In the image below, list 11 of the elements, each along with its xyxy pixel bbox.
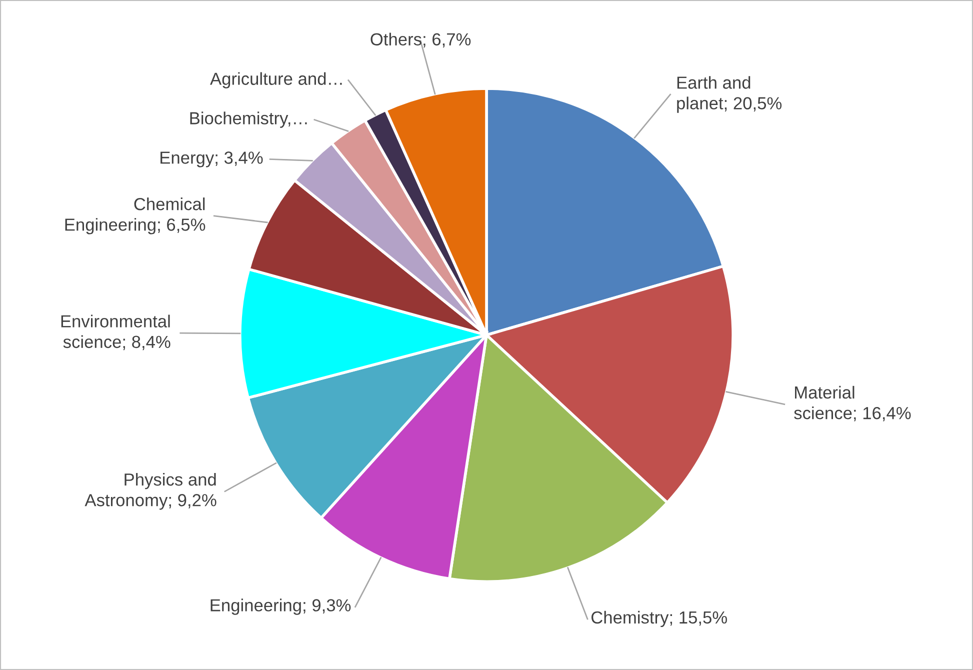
slice-label: Environmental science; 8,4% [61, 314, 170, 350]
slice-label: Material science; 16,4% [794, 386, 911, 422]
slice-label: Agriculture and… [210, 72, 342, 88]
slice-label: Physics and Astronomy; 9,2% [84, 472, 216, 510]
slice-label: Chemical Engineering; 6,5% [65, 198, 206, 234]
slice-label: Engineering; 9,3% [210, 598, 351, 615]
slice-label: Energy; 3,4% [160, 152, 263, 168]
slice-label: Others; 6,7% [370, 32, 471, 48]
slice-label: Biochemistry,… [190, 112, 307, 128]
slice-label: Chemistry; 15,5% [591, 610, 727, 628]
slice-label: Earth and planet; 20,5% [677, 76, 782, 113]
